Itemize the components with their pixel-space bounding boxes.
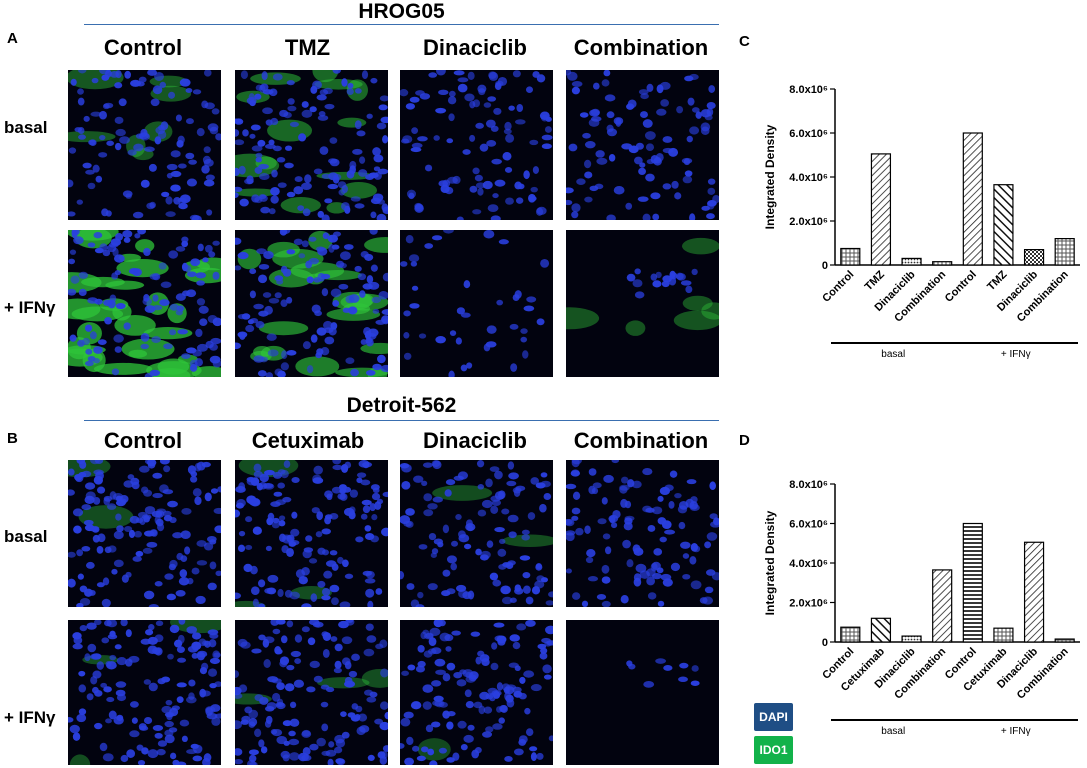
y-axis-label: Integrated Density <box>763 124 777 229</box>
y-tick-label: 2.0x10⁶ <box>789 216 828 228</box>
hrog-micrograph-r0-c1 <box>235 70 388 220</box>
hrog-micrograph-r1-c0 <box>68 230 221 377</box>
detroit-micrograph-r0-c1 <box>235 460 388 607</box>
y-tick-label: 0 <box>822 260 828 272</box>
hrog-micrograph-r1-c3 <box>566 230 719 377</box>
bar <box>870 153 892 266</box>
bar <box>901 635 922 643</box>
hrog-micrograph-r1-c2 <box>400 230 553 377</box>
detroit-micrograph-r1-c0 <box>68 620 221 765</box>
bar <box>1054 238 1075 266</box>
hrog-micrograph-r0-c2 <box>400 70 553 220</box>
x-tick-label: TMZ <box>985 268 1010 293</box>
bar <box>901 257 922 266</box>
hrog-col-tmz: TMZ <box>284 35 331 60</box>
panel-letter-c: C <box>739 33 750 50</box>
bar <box>932 569 953 643</box>
bar <box>870 617 892 643</box>
y-tick-label: 4.0x10⁶ <box>789 172 828 184</box>
y-axis-label: Integrated Density <box>763 510 777 615</box>
chart-d: Integrated Density 0 2.0x10⁶ 4.0x10⁶ 6.0x10⁶… <box>763 479 1080 737</box>
panel-letter-a: A <box>7 30 18 47</box>
hrog-title-divider <box>84 24 719 25</box>
detroit-row-ifng: + IFNγ <box>4 708 56 727</box>
x-tick-label: Control <box>820 269 856 305</box>
panel-letter-d: D <box>739 432 750 449</box>
legend-dapi: DAPI <box>754 703 793 731</box>
hrog-row-ifng: + IFNγ <box>4 298 56 317</box>
detroit-micrograph-r1-c1 <box>235 620 388 765</box>
detroit-col-control: Control <box>103 428 183 453</box>
y-tick-label: 6.0x10⁶ <box>789 128 828 140</box>
hrog-col-dinaciclib: Dinaciclib <box>423 35 527 60</box>
panel-letter-b: B <box>7 430 18 447</box>
legend-dapi-label: DAPI <box>759 710 788 724</box>
y-tick-label: 0 <box>822 637 828 649</box>
bar <box>1054 638 1075 643</box>
group-label: basal <box>881 726 905 737</box>
detroit-micrograph-r0-c3 <box>566 460 719 607</box>
bar <box>840 626 861 643</box>
hrog-row-basal: basal <box>4 118 48 137</box>
chart-c: Integrated Density 0 2.0x10⁶ 4.0x10⁶ 6.0x10⁶… <box>763 84 1080 360</box>
y-tick-label: 4.0x10⁶ <box>789 558 828 570</box>
detroit-micrograph-r1-c3 <box>566 620 719 765</box>
hrog-micrograph-r1-c1 <box>235 230 388 377</box>
bar <box>1023 541 1045 643</box>
hrog-micrograph-r0-c3 <box>566 70 719 220</box>
detroit-micrograph-r0-c0 <box>68 460 221 607</box>
x-tick-label: Control <box>943 269 979 305</box>
group-label: basal <box>881 349 905 360</box>
group-label: + IFNγ <box>1001 726 1031 737</box>
detroit-col-cetuximab: Cetuximab <box>251 428 365 453</box>
hrog-col-combination: Combination <box>573 35 709 60</box>
detroit-micrograph-r1-c2 <box>400 620 553 765</box>
y-tick-label: 8.0x10⁶ <box>789 479 828 491</box>
y-tick-label: 8.0x10⁶ <box>789 84 828 96</box>
detroit-section-title: Detroit-562 <box>346 394 457 417</box>
hrog-section-title: HROG05 <box>358 0 445 23</box>
bar <box>993 627 1014 643</box>
bar <box>993 184 1014 266</box>
group-label: + IFNγ <box>1001 349 1031 360</box>
y-tick-label: 2.0x10⁶ <box>789 598 828 610</box>
detroit-micrograph-r0-c2 <box>400 460 553 607</box>
legend-ido1: IDO1 <box>754 736 793 764</box>
legend-ido1-label: IDO1 <box>759 743 788 757</box>
bar <box>962 522 983 643</box>
hrog-col-control: Control <box>103 35 183 60</box>
bar <box>932 261 953 266</box>
detroit-title-divider <box>84 420 719 421</box>
bar <box>1023 249 1045 266</box>
detroit-col-combination: Combination <box>573 428 709 453</box>
bar <box>840 247 861 266</box>
detroit-col-dinaciclib: Dinaciclib <box>423 428 527 453</box>
y-tick-label: 6.0x10⁶ <box>789 519 828 531</box>
x-tick-label: TMZ <box>863 268 888 293</box>
detroit-row-basal: basal <box>4 527 48 546</box>
bar <box>962 132 983 266</box>
hrog-micrograph-r0-c0 <box>68 70 221 220</box>
